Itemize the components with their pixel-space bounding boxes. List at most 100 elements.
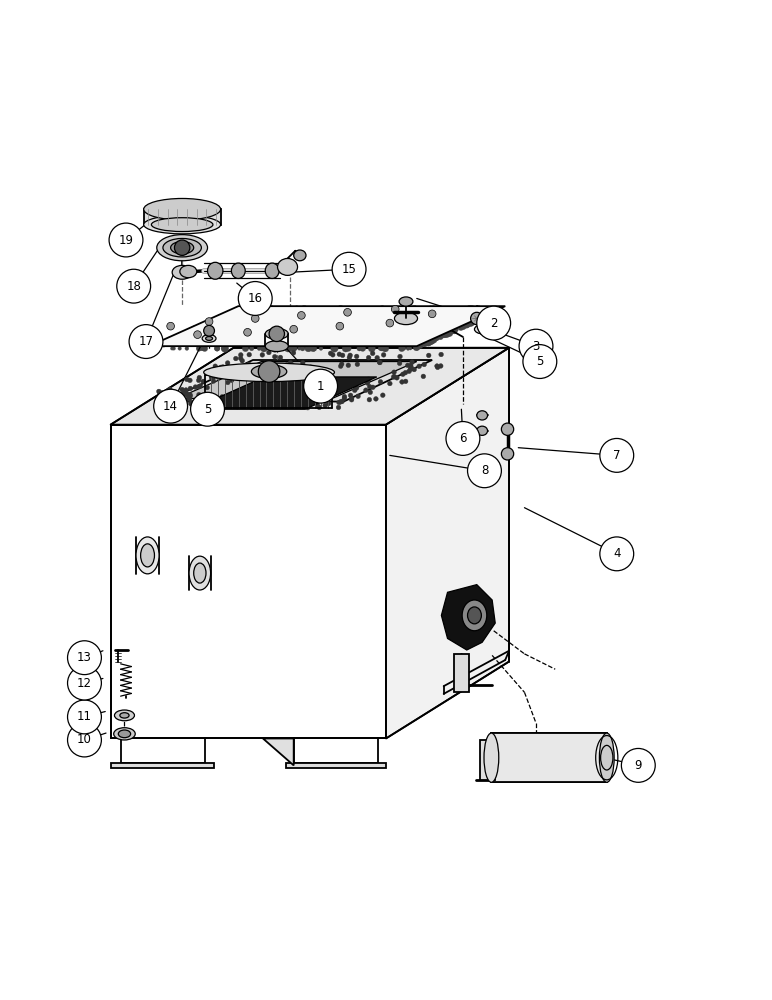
Circle shape: [154, 389, 188, 423]
Circle shape: [334, 346, 337, 351]
Text: 10: 10: [77, 733, 92, 746]
Circle shape: [252, 307, 257, 311]
Ellipse shape: [118, 730, 130, 738]
Circle shape: [225, 403, 230, 408]
Circle shape: [227, 311, 232, 316]
Circle shape: [400, 380, 405, 384]
Circle shape: [336, 322, 344, 330]
Circle shape: [269, 326, 284, 342]
Circle shape: [438, 352, 443, 357]
Circle shape: [289, 347, 292, 350]
Circle shape: [178, 332, 185, 339]
Circle shape: [305, 345, 312, 352]
Text: 17: 17: [138, 335, 154, 348]
Circle shape: [332, 252, 366, 286]
Circle shape: [183, 332, 187, 336]
Circle shape: [207, 320, 212, 326]
Circle shape: [426, 353, 431, 358]
Circle shape: [523, 345, 557, 378]
Text: 7: 7: [613, 449, 621, 462]
Text: 3: 3: [533, 340, 540, 353]
Circle shape: [296, 306, 302, 312]
Circle shape: [445, 329, 453, 337]
Circle shape: [355, 307, 360, 311]
Circle shape: [306, 405, 310, 410]
Circle shape: [291, 397, 296, 401]
Circle shape: [483, 313, 489, 320]
Circle shape: [328, 351, 333, 356]
Circle shape: [230, 310, 235, 315]
Circle shape: [193, 385, 198, 389]
Circle shape: [249, 363, 253, 368]
Circle shape: [260, 345, 267, 352]
Circle shape: [403, 347, 406, 350]
Circle shape: [221, 345, 229, 352]
Circle shape: [302, 308, 305, 311]
Circle shape: [285, 393, 290, 398]
Circle shape: [415, 345, 420, 350]
Circle shape: [420, 343, 424, 347]
Circle shape: [240, 358, 245, 363]
Circle shape: [171, 338, 174, 341]
Circle shape: [171, 347, 174, 350]
Circle shape: [367, 397, 371, 402]
Circle shape: [485, 307, 489, 311]
Circle shape: [308, 307, 313, 312]
Circle shape: [379, 346, 384, 351]
Circle shape: [435, 365, 440, 370]
Circle shape: [270, 307, 276, 312]
Circle shape: [174, 240, 190, 255]
Circle shape: [259, 392, 264, 397]
Circle shape: [259, 361, 279, 382]
Ellipse shape: [189, 556, 211, 590]
Circle shape: [413, 344, 420, 351]
Circle shape: [218, 372, 223, 377]
Circle shape: [288, 361, 293, 365]
Circle shape: [313, 393, 318, 398]
Circle shape: [157, 389, 161, 394]
Circle shape: [225, 361, 230, 365]
Circle shape: [205, 385, 209, 390]
Circle shape: [464, 322, 469, 328]
Circle shape: [483, 313, 489, 319]
Circle shape: [482, 307, 486, 311]
Ellipse shape: [266, 328, 288, 339]
Circle shape: [312, 393, 317, 398]
Polygon shape: [177, 362, 417, 398]
Circle shape: [233, 310, 236, 313]
Circle shape: [191, 327, 198, 333]
Circle shape: [443, 333, 447, 336]
Circle shape: [345, 346, 351, 351]
Ellipse shape: [293, 250, 306, 261]
Circle shape: [444, 330, 451, 337]
Polygon shape: [192, 377, 377, 409]
Polygon shape: [454, 654, 469, 692]
Circle shape: [288, 402, 293, 407]
Ellipse shape: [141, 544, 154, 567]
Circle shape: [403, 307, 408, 312]
Circle shape: [378, 380, 383, 384]
Circle shape: [161, 340, 167, 346]
Circle shape: [348, 353, 353, 358]
Text: 19: 19: [119, 234, 134, 247]
Text: 6: 6: [459, 432, 466, 445]
Circle shape: [239, 353, 243, 357]
Circle shape: [435, 336, 439, 341]
Circle shape: [377, 308, 380, 311]
Circle shape: [482, 307, 487, 312]
Circle shape: [201, 323, 206, 328]
Circle shape: [441, 333, 446, 338]
Circle shape: [185, 347, 189, 350]
Ellipse shape: [484, 733, 499, 782]
Circle shape: [498, 308, 502, 312]
Circle shape: [333, 346, 337, 350]
Circle shape: [300, 306, 306, 313]
Circle shape: [398, 361, 402, 366]
Circle shape: [365, 381, 370, 385]
Circle shape: [327, 306, 334, 312]
Circle shape: [490, 307, 495, 312]
Circle shape: [290, 325, 297, 333]
Circle shape: [367, 384, 372, 389]
Circle shape: [246, 362, 251, 367]
Circle shape: [342, 396, 347, 401]
